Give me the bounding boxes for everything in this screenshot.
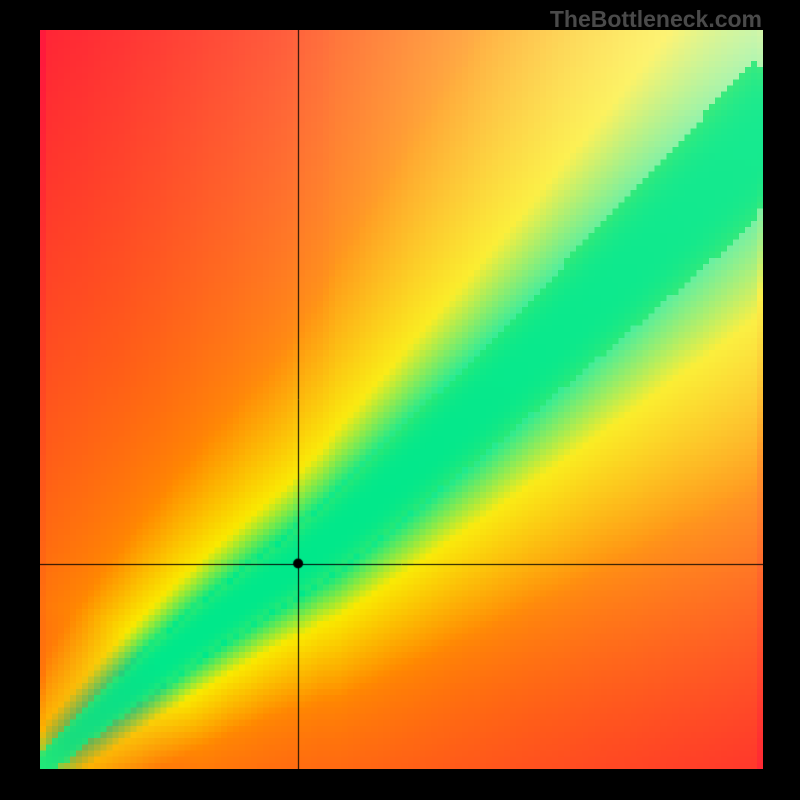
bottleneck-heatmap-figure: { "figure": { "type": "heatmap", "descri… <box>0 0 800 800</box>
heatmap-canvas <box>40 30 763 769</box>
watermark-text: TheBottleneck.com <box>550 6 762 33</box>
